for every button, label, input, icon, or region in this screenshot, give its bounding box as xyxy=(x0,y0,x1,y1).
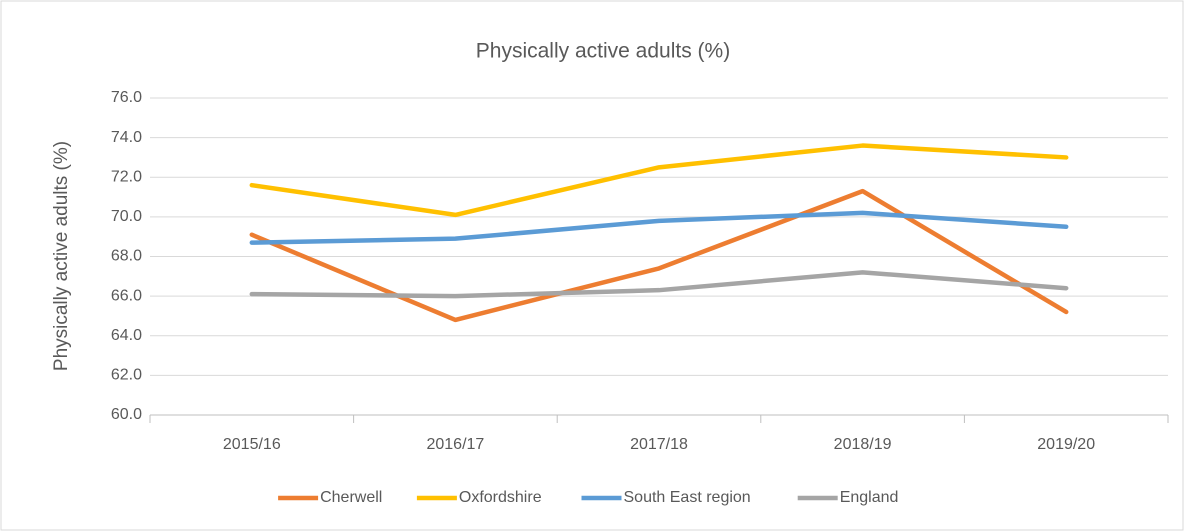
legend-label: England xyxy=(840,489,899,506)
series-line xyxy=(249,210,1069,245)
x-tick-label: 2017/18 xyxy=(630,436,688,453)
legend-label: Oxfordshire xyxy=(459,489,542,506)
y-tick-label: 66.0 xyxy=(111,287,142,304)
legend-label: Cherwell xyxy=(320,489,382,506)
x-tick-label: 2019/20 xyxy=(1037,436,1095,453)
y-tick-label: 60.0 xyxy=(111,406,142,423)
series-line xyxy=(249,270,1069,299)
x-tick-label: 2015/16 xyxy=(223,436,281,453)
chart-title: Physically active adults (%) xyxy=(476,40,730,63)
series-line xyxy=(249,188,1069,323)
x-tick-label: 2018/19 xyxy=(834,436,892,453)
x-tick-label: 2016/17 xyxy=(426,436,484,453)
series-line xyxy=(249,143,1069,218)
legend-label: South East region xyxy=(624,489,751,506)
y-tick-label: 64.0 xyxy=(111,327,142,344)
y-axis-title: Physically active adults (%) xyxy=(51,141,72,371)
y-tick-label: 62.0 xyxy=(111,367,142,384)
y-tick-label: 70.0 xyxy=(111,208,142,225)
y-tick-label: 76.0 xyxy=(111,89,142,106)
y-tick-label: 68.0 xyxy=(111,248,142,265)
y-tick-label: 74.0 xyxy=(111,129,142,146)
y-tick-label: 72.0 xyxy=(111,168,142,185)
